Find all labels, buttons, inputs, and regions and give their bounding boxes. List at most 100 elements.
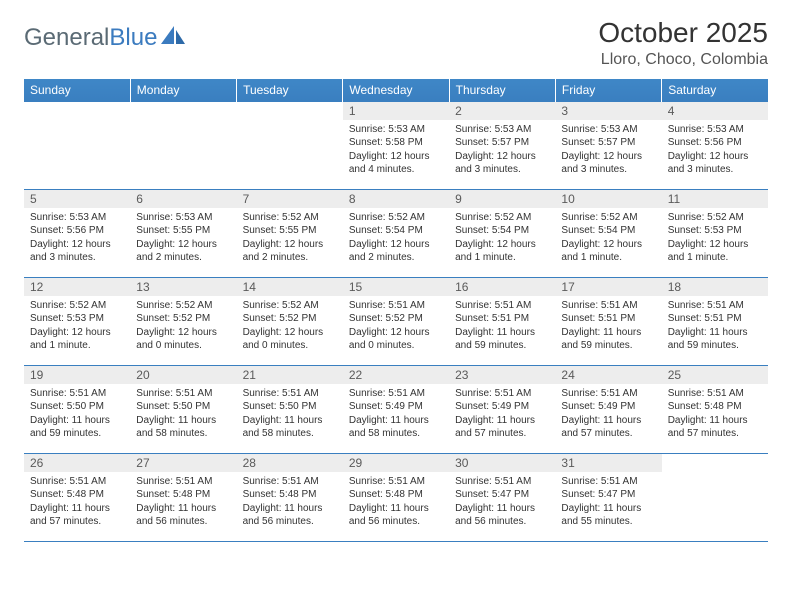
calendar-day-cell: 21Sunrise: 5:51 AMSunset: 5:50 PMDayligh… <box>237 365 343 453</box>
calendar-day-cell: 10Sunrise: 5:52 AMSunset: 5:54 PMDayligh… <box>555 189 661 277</box>
day-number: 16 <box>449 278 555 296</box>
day-body: Sunrise: 5:51 AMSunset: 5:51 PMDaylight:… <box>662 296 768 357</box>
calendar-day-cell: 12Sunrise: 5:52 AMSunset: 5:53 PMDayligh… <box>24 277 130 365</box>
calendar-day-cell: 15Sunrise: 5:51 AMSunset: 5:52 PMDayligh… <box>343 277 449 365</box>
calendar-day-cell: 18Sunrise: 5:51 AMSunset: 5:51 PMDayligh… <box>662 277 768 365</box>
weekday-header: Saturday <box>662 79 768 102</box>
day-number: 7 <box>237 190 343 208</box>
page-title: October 2025 <box>598 18 768 49</box>
weekday-header: Friday <box>555 79 661 102</box>
calendar-day-cell: 23Sunrise: 5:51 AMSunset: 5:49 PMDayligh… <box>449 365 555 453</box>
day-body: Sunrise: 5:52 AMSunset: 5:54 PMDaylight:… <box>449 208 555 269</box>
day-number: 14 <box>237 278 343 296</box>
day-number: 19 <box>24 366 130 384</box>
day-number: 30 <box>449 454 555 472</box>
day-body: Sunrise: 5:53 AMSunset: 5:57 PMDaylight:… <box>555 120 661 181</box>
day-body: Sunrise: 5:51 AMSunset: 5:50 PMDaylight:… <box>130 384 236 445</box>
calendar-day-cell: 5Sunrise: 5:53 AMSunset: 5:56 PMDaylight… <box>24 189 130 277</box>
calendar-day-cell: 7Sunrise: 5:52 AMSunset: 5:55 PMDaylight… <box>237 189 343 277</box>
calendar-day-cell <box>130 101 236 189</box>
day-number: 12 <box>24 278 130 296</box>
weekday-header: Tuesday <box>237 79 343 102</box>
day-body: Sunrise: 5:51 AMSunset: 5:49 PMDaylight:… <box>449 384 555 445</box>
day-number: 17 <box>555 278 661 296</box>
day-number: 31 <box>555 454 661 472</box>
calendar-week-row: 19Sunrise: 5:51 AMSunset: 5:50 PMDayligh… <box>24 365 768 453</box>
calendar-week-row: 5Sunrise: 5:53 AMSunset: 5:56 PMDaylight… <box>24 189 768 277</box>
day-body: Sunrise: 5:51 AMSunset: 5:48 PMDaylight:… <box>662 384 768 445</box>
calendar-day-cell: 1Sunrise: 5:53 AMSunset: 5:58 PMDaylight… <box>343 101 449 189</box>
calendar-day-cell: 13Sunrise: 5:52 AMSunset: 5:52 PMDayligh… <box>130 277 236 365</box>
day-body: Sunrise: 5:53 AMSunset: 5:57 PMDaylight:… <box>449 120 555 181</box>
calendar-day-cell: 3Sunrise: 5:53 AMSunset: 5:57 PMDaylight… <box>555 101 661 189</box>
day-number: 29 <box>343 454 449 472</box>
day-body: Sunrise: 5:51 AMSunset: 5:51 PMDaylight:… <box>449 296 555 357</box>
day-body: Sunrise: 5:53 AMSunset: 5:56 PMDaylight:… <box>24 208 130 269</box>
calendar-day-cell: 26Sunrise: 5:51 AMSunset: 5:48 PMDayligh… <box>24 453 130 541</box>
day-body: Sunrise: 5:52 AMSunset: 5:53 PMDaylight:… <box>24 296 130 357</box>
day-body: Sunrise: 5:51 AMSunset: 5:48 PMDaylight:… <box>130 472 236 533</box>
day-number: 13 <box>130 278 236 296</box>
weekday-header: Wednesday <box>343 79 449 102</box>
day-body: Sunrise: 5:51 AMSunset: 5:47 PMDaylight:… <box>449 472 555 533</box>
calendar-day-cell: 27Sunrise: 5:51 AMSunset: 5:48 PMDayligh… <box>130 453 236 541</box>
logo: GeneralBlue <box>24 24 187 52</box>
day-body: Sunrise: 5:53 AMSunset: 5:56 PMDaylight:… <box>662 120 768 181</box>
day-number: 28 <box>237 454 343 472</box>
day-number: 6 <box>130 190 236 208</box>
calendar-day-cell: 2Sunrise: 5:53 AMSunset: 5:57 PMDaylight… <box>449 101 555 189</box>
logo-text: GeneralBlue <box>24 24 157 52</box>
day-number: 20 <box>130 366 236 384</box>
calendar-day-cell: 14Sunrise: 5:52 AMSunset: 5:52 PMDayligh… <box>237 277 343 365</box>
day-number: 26 <box>24 454 130 472</box>
day-body: Sunrise: 5:51 AMSunset: 5:47 PMDaylight:… <box>555 472 661 533</box>
day-body: Sunrise: 5:51 AMSunset: 5:51 PMDaylight:… <box>555 296 661 357</box>
day-number: 3 <box>555 102 661 120</box>
day-body: Sunrise: 5:52 AMSunset: 5:55 PMDaylight:… <box>237 208 343 269</box>
day-number: 25 <box>662 366 768 384</box>
calendar-day-cell: 9Sunrise: 5:52 AMSunset: 5:54 PMDaylight… <box>449 189 555 277</box>
day-number: 18 <box>662 278 768 296</box>
day-body: Sunrise: 5:52 AMSunset: 5:53 PMDaylight:… <box>662 208 768 269</box>
day-number: 4 <box>662 102 768 120</box>
weekday-header: Monday <box>130 79 236 102</box>
calendar-day-cell <box>24 101 130 189</box>
day-number: 9 <box>449 190 555 208</box>
day-number: 1 <box>343 102 449 120</box>
calendar-header-row: Sunday Monday Tuesday Wednesday Thursday… <box>24 79 768 102</box>
weekday-header: Sunday <box>24 79 130 102</box>
calendar-day-cell: 30Sunrise: 5:51 AMSunset: 5:47 PMDayligh… <box>449 453 555 541</box>
calendar-day-cell: 20Sunrise: 5:51 AMSunset: 5:50 PMDayligh… <box>130 365 236 453</box>
calendar-week-row: 12Sunrise: 5:52 AMSunset: 5:53 PMDayligh… <box>24 277 768 365</box>
weekday-header: Thursday <box>449 79 555 102</box>
day-body: Sunrise: 5:52 AMSunset: 5:54 PMDaylight:… <box>343 208 449 269</box>
calendar-day-cell: 31Sunrise: 5:51 AMSunset: 5:47 PMDayligh… <box>555 453 661 541</box>
calendar-day-cell: 28Sunrise: 5:51 AMSunset: 5:48 PMDayligh… <box>237 453 343 541</box>
title-block: October 2025 Lloro, Choco, Colombia <box>598 18 768 69</box>
calendar-day-cell: 4Sunrise: 5:53 AMSunset: 5:56 PMDaylight… <box>662 101 768 189</box>
day-number: 21 <box>237 366 343 384</box>
day-body: Sunrise: 5:52 AMSunset: 5:54 PMDaylight:… <box>555 208 661 269</box>
day-body: Sunrise: 5:51 AMSunset: 5:48 PMDaylight:… <box>343 472 449 533</box>
calendar-week-row: 1Sunrise: 5:53 AMSunset: 5:58 PMDaylight… <box>24 101 768 189</box>
calendar-day-cell <box>237 101 343 189</box>
day-body: Sunrise: 5:51 AMSunset: 5:48 PMDaylight:… <box>237 472 343 533</box>
day-body: Sunrise: 5:51 AMSunset: 5:48 PMDaylight:… <box>24 472 130 533</box>
calendar-week-row: 26Sunrise: 5:51 AMSunset: 5:48 PMDayligh… <box>24 453 768 541</box>
calendar-day-cell: 16Sunrise: 5:51 AMSunset: 5:51 PMDayligh… <box>449 277 555 365</box>
day-body: Sunrise: 5:52 AMSunset: 5:52 PMDaylight:… <box>130 296 236 357</box>
day-number: 11 <box>662 190 768 208</box>
day-number: 10 <box>555 190 661 208</box>
calendar-day-cell: 19Sunrise: 5:51 AMSunset: 5:50 PMDayligh… <box>24 365 130 453</box>
logo-text-general: General <box>24 24 109 51</box>
calendar-day-cell: 25Sunrise: 5:51 AMSunset: 5:48 PMDayligh… <box>662 365 768 453</box>
sail-icon <box>161 26 187 51</box>
calendar-day-cell: 17Sunrise: 5:51 AMSunset: 5:51 PMDayligh… <box>555 277 661 365</box>
day-body: Sunrise: 5:51 AMSunset: 5:52 PMDaylight:… <box>343 296 449 357</box>
day-body: Sunrise: 5:53 AMSunset: 5:58 PMDaylight:… <box>343 120 449 181</box>
day-number: 24 <box>555 366 661 384</box>
day-body: Sunrise: 5:51 AMSunset: 5:49 PMDaylight:… <box>343 384 449 445</box>
day-body: Sunrise: 5:52 AMSunset: 5:52 PMDaylight:… <box>237 296 343 357</box>
calendar-day-cell: 8Sunrise: 5:52 AMSunset: 5:54 PMDaylight… <box>343 189 449 277</box>
calendar-day-cell: 6Sunrise: 5:53 AMSunset: 5:55 PMDaylight… <box>130 189 236 277</box>
